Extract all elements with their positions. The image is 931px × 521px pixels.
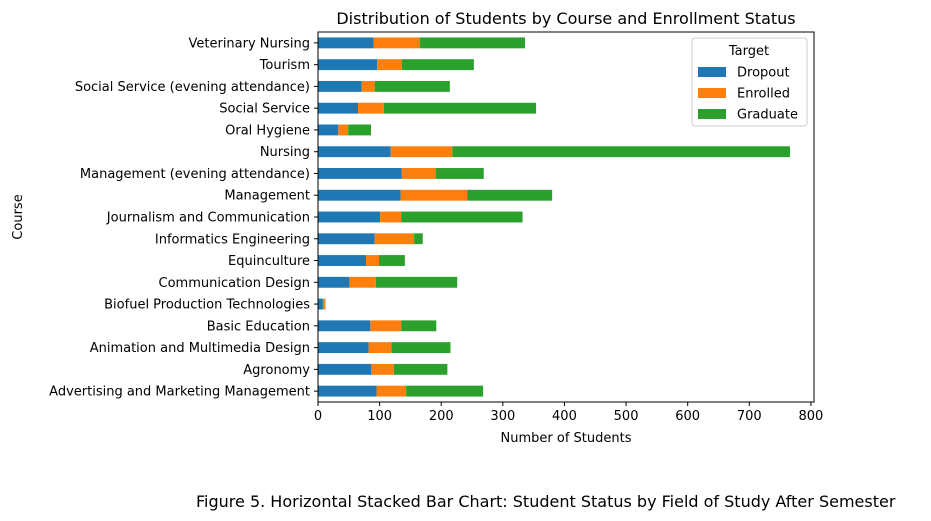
y-tick-label: Social Service (evening attendance) xyxy=(75,80,310,95)
x-tick-label: 600 xyxy=(675,409,700,424)
bar-segment-graduate xyxy=(378,255,405,266)
bar-segment-dropout xyxy=(318,363,371,375)
bar-segment-graduate xyxy=(374,80,450,92)
bars-layer xyxy=(318,37,790,397)
bar-segment-graduate xyxy=(401,320,437,332)
legend-swatch-enrolled xyxy=(698,88,726,98)
bar-segment-dropout xyxy=(318,124,339,136)
bar-segment-graduate xyxy=(419,37,526,49)
bar-segment-enrolled xyxy=(373,37,420,49)
bar-segment-enrolled xyxy=(380,211,402,223)
x-axis-ticks: 0 100 200 300 400 500 600 700 800 xyxy=(314,402,823,424)
legend-items: Dropout Enrolled Graduate xyxy=(698,66,798,123)
bar-segment-dropout xyxy=(318,80,362,92)
bar-segment-graduate xyxy=(324,298,326,310)
bar-segment-dropout xyxy=(318,189,401,201)
bar-segment-enrolled xyxy=(368,342,392,354)
legend-label-enrolled: Enrolled xyxy=(737,87,790,102)
y-tick-label: Communication Design xyxy=(159,276,310,291)
legend: Target Dropout Enrolled Graduate xyxy=(691,37,808,127)
bar-segment-graduate xyxy=(391,342,451,354)
y-tick-label: Basic Education xyxy=(207,319,310,334)
y-tick-label: Informatics Engineering xyxy=(155,232,310,247)
bar-segment-enrolled xyxy=(376,385,407,397)
x-tick-label: 400 xyxy=(552,409,577,424)
bar-segment-graduate xyxy=(375,276,458,288)
bar-segment-enrolled xyxy=(377,59,402,71)
x-axis-label: Number of Students xyxy=(501,431,632,446)
bar-segment-graduate xyxy=(406,385,484,397)
bar-segment-graduate xyxy=(393,363,448,375)
y-tick-label: Advertising and Marketing Management xyxy=(49,385,310,400)
bar-segment-enrolled xyxy=(390,146,453,158)
bar-segment-enrolled xyxy=(358,102,384,114)
bar-segment-dropout xyxy=(318,102,359,114)
legend-label-dropout: Dropout xyxy=(737,66,790,81)
legend-frame xyxy=(691,37,808,127)
bar-segment-dropout xyxy=(318,342,369,354)
y-tick-label: Management (evening attendance) xyxy=(80,167,310,182)
legend-swatch-graduate xyxy=(698,109,726,119)
x-tick-label: 200 xyxy=(429,409,454,424)
y-tick-label: Oral Hygiene xyxy=(225,123,310,138)
y-tick-label: Agronomy xyxy=(243,363,310,378)
x-tick-label: 800 xyxy=(799,409,824,424)
legend-swatch-dropout xyxy=(698,67,726,77)
bar-segment-dropout xyxy=(318,37,374,49)
y-tick-label: Animation and Multimedia Design xyxy=(90,341,310,356)
y-axis-label: Course xyxy=(11,194,26,239)
x-tick-label: 300 xyxy=(490,409,515,424)
bar-segment-enrolled xyxy=(401,168,436,179)
bar-segment-dropout xyxy=(318,59,378,71)
bar-segment-graduate xyxy=(401,211,523,223)
bar-segment-enrolled xyxy=(361,80,375,92)
bar-segment-enrolled xyxy=(349,276,376,288)
y-tick-label: Journalism and Communication xyxy=(106,211,310,226)
bar-segment-dropout xyxy=(318,146,391,158)
bar-segment-enrolled xyxy=(400,189,468,201)
bar-segment-graduate xyxy=(383,102,537,114)
bar-segment-enrolled xyxy=(370,363,394,375)
y-tick-label: Tourism xyxy=(259,58,310,73)
y-axis-ticks: Advertising and Marketing Management Agro… xyxy=(49,36,318,400)
bar-segment-enrolled xyxy=(370,320,402,332)
bar-segment-enrolled xyxy=(374,233,415,245)
bar-segment-graduate xyxy=(348,124,371,136)
figure-caption: Figure 5. Horizontal Stacked Bar Chart: … xyxy=(196,492,896,511)
y-tick-label: Veterinary Nursing xyxy=(189,36,311,51)
bar-segment-graduate xyxy=(467,189,553,201)
x-tick-label: 100 xyxy=(367,409,392,424)
bar-segment-dropout xyxy=(318,168,402,179)
bar-segment-dropout xyxy=(318,255,367,266)
bar-segment-dropout xyxy=(318,385,377,397)
bar-segment-graduate xyxy=(401,59,474,71)
bar-segment-dropout xyxy=(318,298,323,310)
x-tick-label: 700 xyxy=(737,409,762,424)
legend-title: Target xyxy=(728,44,769,59)
chart-title: Distribution of Students by Course and E… xyxy=(336,9,795,28)
legend-label-graduate: Graduate xyxy=(737,108,798,123)
x-tick-label: 0 xyxy=(314,409,322,424)
bar-segment-graduate xyxy=(435,168,484,179)
x-tick-label: 500 xyxy=(614,409,639,424)
bar-segment-enrolled xyxy=(366,255,379,266)
bar-segment-enrolled xyxy=(338,124,349,136)
bar-segment-enrolled xyxy=(322,298,325,310)
y-tick-label: Nursing xyxy=(260,145,310,160)
y-tick-label: Social Service xyxy=(219,102,310,117)
bar-segment-dropout xyxy=(318,276,350,288)
stacked-bar-chart: Distribution of Students by Course and E… xyxy=(11,9,823,446)
plot-frame xyxy=(317,31,815,403)
bar-segment-dropout xyxy=(318,233,375,245)
bar-segment-dropout xyxy=(318,211,381,223)
bar-segment-dropout xyxy=(318,320,371,332)
bar-segment-graduate xyxy=(414,233,423,245)
y-tick-label: Management xyxy=(224,189,310,204)
bar-segment-graduate xyxy=(452,146,790,158)
y-tick-label: Biofuel Production Technologies xyxy=(104,298,310,313)
y-tick-label: Equinculture xyxy=(228,254,310,269)
